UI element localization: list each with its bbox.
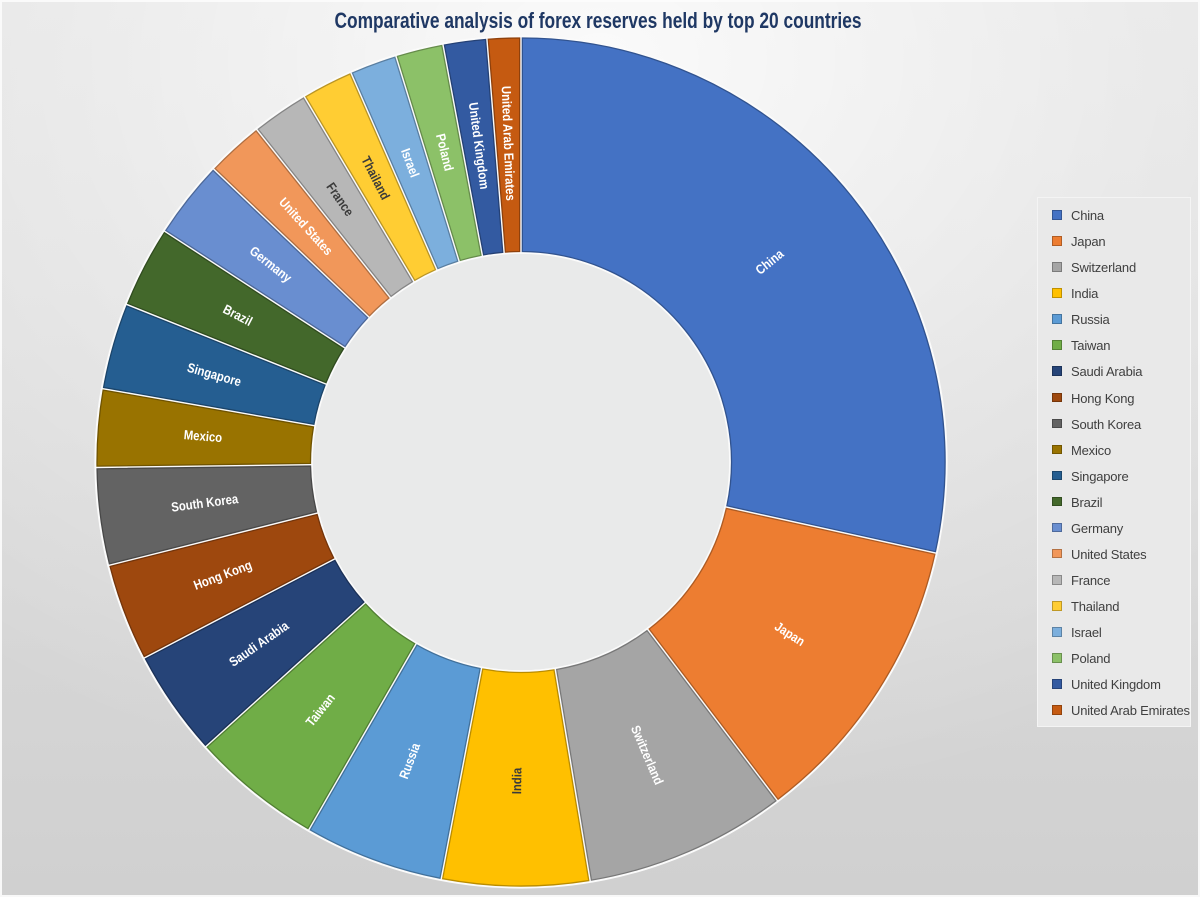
svg-text:United Arab Emirates: United Arab Emirates [498, 86, 518, 202]
svg-text:India: India [509, 768, 524, 795]
svg-text:Mexico: Mexico [183, 427, 223, 445]
